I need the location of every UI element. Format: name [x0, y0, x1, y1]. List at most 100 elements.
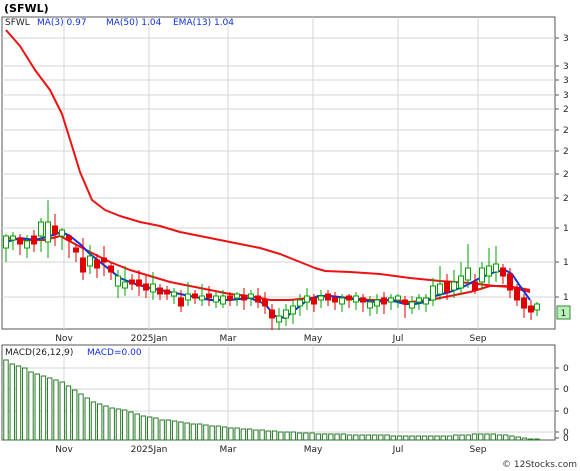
macd-bar	[471, 433, 478, 441]
macd-bar	[59, 381, 65, 441]
macd-bar	[165, 419, 172, 441]
macd-bar	[284, 431, 290, 441]
macd-bar	[265, 430, 272, 441]
macd-bar	[528, 438, 534, 441]
candle-down	[514, 287, 520, 301]
candle-up	[185, 293, 191, 301]
macd-bar	[278, 431, 284, 441]
macd-bar	[259, 429, 265, 441]
macd-bar	[353, 434, 359, 441]
macd-bar	[22, 367, 28, 441]
candle-down	[255, 295, 261, 303]
macd-bar	[446, 435, 453, 441]
macd-bar	[9, 363, 15, 441]
macd-bar	[421, 435, 428, 441]
macd-bar	[296, 432, 303, 441]
candle-up	[45, 221, 51, 243]
candle-down	[31, 235, 37, 245]
macd-bar	[478, 433, 484, 441]
candle-up	[59, 229, 65, 237]
macd-bar	[47, 377, 53, 441]
candle-down	[178, 297, 184, 307]
candle-up	[430, 285, 436, 301]
macd-y-tick-label: 0	[563, 407, 569, 417]
macd-bar	[34, 373, 40, 441]
price-y-tick-label: 2	[563, 105, 569, 115]
price-x-axis: Nov 2025Jan Mar May Jul Sep	[55, 334, 487, 344]
candle-up	[353, 295, 359, 303]
price-x-tick-label: Sep	[470, 334, 487, 344]
candle-up	[38, 221, 44, 237]
macd-bar	[171, 420, 178, 441]
macd-bar	[334, 433, 340, 441]
candles	[3, 200, 540, 330]
macd-bar	[403, 435, 409, 441]
candle-up	[458, 275, 464, 289]
macd-x-tick-label: Mar	[220, 445, 237, 455]
macd-bar	[84, 397, 90, 441]
candle-down	[500, 267, 506, 277]
candle-down	[17, 237, 23, 245]
candle-down	[472, 281, 478, 291]
candle-down	[206, 293, 212, 299]
macd-bar	[340, 433, 347, 441]
macd-bar	[484, 433, 490, 441]
macd-bar	[453, 434, 459, 441]
macd-bar	[390, 435, 397, 441]
candle-down	[52, 225, 58, 235]
candle-up	[388, 297, 394, 303]
macd-value: MACD=0.00	[87, 348, 142, 358]
macd-bar	[215, 425, 222, 441]
candle-down	[101, 257, 107, 263]
legend-ticker: SFWL	[5, 18, 30, 28]
candle-down	[528, 305, 534, 313]
macd-bar	[184, 422, 190, 441]
candle-down	[136, 279, 142, 287]
macd-bar	[496, 434, 503, 441]
candle-up	[87, 255, 93, 267]
candle-down	[94, 259, 100, 269]
candle-up	[3, 235, 9, 249]
macd-y-tick-label: 0	[563, 385, 569, 395]
candle-up	[304, 295, 310, 303]
macd-bar	[228, 427, 234, 441]
candle-down	[129, 279, 135, 285]
candle-up	[318, 295, 324, 301]
macd-bar	[346, 434, 353, 441]
macd-bar	[90, 401, 97, 441]
macd-y-tick-label: 0	[563, 364, 569, 374]
macd-bar	[153, 417, 159, 441]
price-y-tick-label: 1	[563, 224, 569, 234]
macd-bar	[415, 435, 422, 441]
macd-bar	[3, 359, 9, 441]
candle-down	[444, 281, 450, 293]
macd-bar	[490, 433, 496, 441]
candle-up	[10, 235, 16, 241]
candle-up	[395, 295, 401, 301]
macd-bar	[203, 424, 209, 441]
macd-bar	[534, 438, 540, 441]
candle-down	[507, 273, 513, 291]
price-x-tick-label: May	[304, 334, 323, 344]
candle-down	[360, 297, 366, 303]
macd-y-tick-label: 0	[563, 434, 569, 444]
macd-bar	[309, 432, 315, 441]
candle-up	[493, 263, 499, 273]
candle-up	[213, 295, 219, 303]
price-y-tick-label: 2	[563, 170, 569, 180]
candle-up	[199, 295, 205, 301]
candle-down	[269, 309, 275, 319]
candle-up	[171, 291, 177, 297]
macd-bar	[359, 434, 365, 441]
macd-x-tick-label: Sep	[470, 445, 487, 455]
macd-bar	[40, 375, 47, 441]
macd-bar	[78, 393, 84, 441]
candle-down	[143, 283, 149, 291]
macd-bar	[134, 413, 140, 441]
candle-down	[164, 289, 170, 295]
macd-bar	[328, 433, 334, 441]
candle-up	[423, 297, 429, 305]
macd-bar	[465, 434, 471, 441]
candle-up	[534, 303, 540, 311]
candle-up	[234, 293, 240, 299]
